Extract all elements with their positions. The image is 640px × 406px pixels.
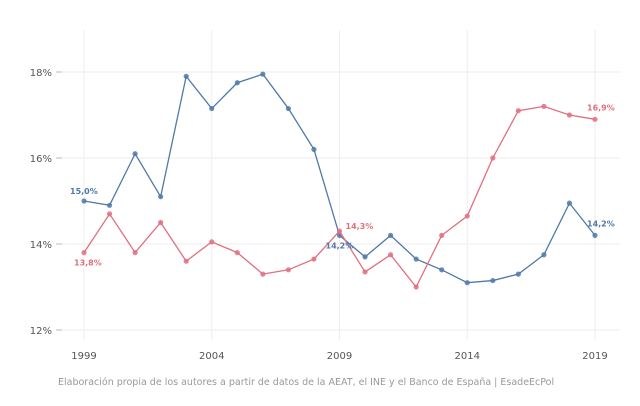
y-tick-label: 18% [30, 68, 52, 79]
data-point [388, 232, 394, 238]
data-point [106, 211, 113, 217]
data-point [439, 267, 445, 273]
data-point [388, 252, 394, 258]
data-point [490, 277, 496, 284]
data-point [260, 271, 266, 277]
data-point [234, 80, 240, 86]
data-point [234, 250, 240, 256]
data-point [413, 284, 419, 290]
data-label: 14,2% [326, 241, 354, 250]
data-point [413, 256, 419, 262]
x-tick-label: 2014 [455, 351, 480, 362]
data-point [541, 252, 547, 258]
data-point [158, 219, 164, 226]
data-point [260, 71, 266, 77]
data-point [81, 250, 87, 256]
data-point [541, 103, 547, 109]
data-label: 14,2% [587, 219, 615, 228]
data-point [362, 269, 368, 275]
data-label: 14,3% [346, 222, 374, 231]
data-point [439, 232, 445, 238]
data-point [464, 280, 470, 286]
data-label: 16,9% [587, 103, 615, 112]
data-point [464, 213, 470, 219]
data-point [566, 112, 573, 118]
data-point [209, 105, 215, 112]
data-point [132, 151, 138, 157]
data-point [336, 228, 343, 234]
y-tick-label: 12% [30, 326, 52, 337]
data-point [183, 258, 189, 264]
x-tick-label: 2009 [327, 351, 352, 362]
data-point [311, 146, 317, 152]
data-point [490, 155, 496, 161]
data-point [515, 271, 521, 277]
data-point [81, 198, 87, 204]
data-point [592, 116, 598, 122]
data-point [566, 200, 573, 206]
data-point [285, 105, 291, 112]
source-caption: Elaboración propia de los autores a part… [58, 377, 555, 388]
data-point [209, 239, 215, 245]
x-tick-label: 2004 [199, 351, 224, 362]
data-label: 13,8% [74, 259, 102, 268]
x-tick-label: 1999 [71, 351, 96, 362]
data-point [132, 250, 138, 256]
data-label: 15,0% [70, 187, 98, 196]
data-point [285, 267, 291, 273]
y-tick-label: 16% [30, 154, 52, 165]
x-tick-label: 2019 [582, 351, 607, 362]
data-point [362, 254, 368, 260]
data-point [183, 73, 189, 79]
data-point [106, 202, 113, 208]
data-point [515, 108, 521, 114]
data-point [592, 232, 598, 238]
data-point [311, 256, 317, 262]
y-tick-label: 14% [30, 240, 52, 251]
data-point [158, 194, 164, 200]
